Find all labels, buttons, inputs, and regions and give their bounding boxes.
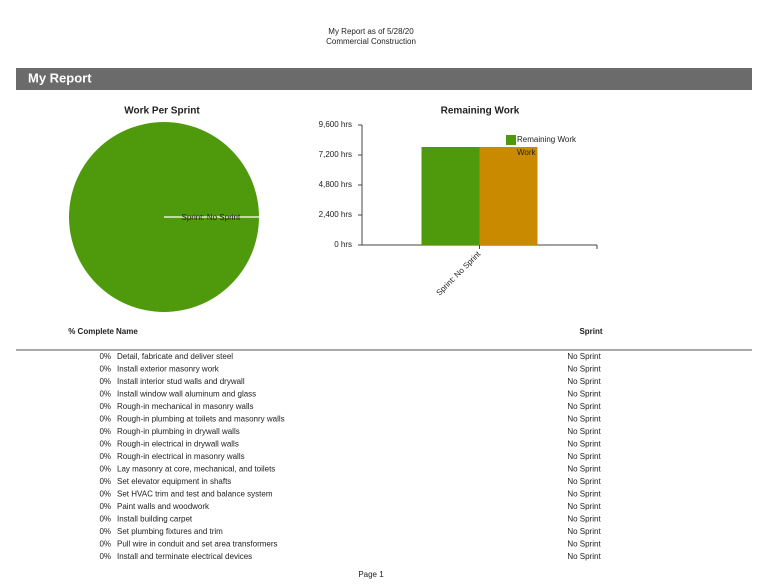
task-name: Install window wall aluminum and glass	[117, 390, 256, 399]
task-name: Detail, fabricate and deliver steel	[117, 352, 233, 361]
task-name: Set plumbing fixtures and trim	[117, 527, 223, 536]
task-name: Rough-in mechanical in masonry walls	[117, 402, 254, 411]
task-name: Lay masonry at core, mechanical, and toi…	[117, 465, 275, 474]
percent-complete: 0%	[99, 477, 111, 486]
y-tick-label: 0 hrs	[334, 240, 352, 249]
report-subtitle: Commercial Construction	[326, 37, 416, 46]
sprint: No Sprint	[567, 452, 601, 461]
percent-complete: 0%	[99, 377, 111, 386]
column-header: Sprint	[579, 327, 602, 336]
chart-title: Remaining Work	[441, 106, 520, 117]
y-tick-label: 7,200 hrs	[319, 150, 352, 159]
x-tick-label: Sprint: No Sprint	[435, 249, 483, 297]
column-header: % Complete	[68, 327, 114, 336]
task-name: Rough-in electrical in masonry walls	[117, 452, 245, 461]
report-title: My Report as of 5/28/20	[328, 27, 414, 36]
chart-title: Work Per Sprint	[124, 106, 200, 117]
task-name: Rough-in plumbing in drywall walls	[117, 427, 240, 436]
task-name: Install building carpet	[117, 515, 193, 524]
sprint: No Sprint	[567, 552, 601, 561]
percent-complete: 0%	[99, 552, 111, 561]
legend-label: Work	[517, 148, 537, 157]
percent-complete: 0%	[99, 365, 111, 374]
task-name: Set HVAC trim and test and balance syste…	[117, 490, 273, 499]
y-tick-label: 4,800 hrs	[319, 180, 352, 189]
sprint: No Sprint	[567, 540, 601, 549]
sprint: No Sprint	[567, 515, 601, 524]
percent-complete: 0%	[99, 502, 111, 511]
sprint: No Sprint	[567, 390, 601, 399]
sprint: No Sprint	[567, 377, 601, 386]
section-title: My Report	[28, 70, 92, 85]
sprint: No Sprint	[567, 365, 601, 374]
sprint: No Sprint	[567, 527, 601, 536]
percent-complete: 0%	[99, 527, 111, 536]
task-name: Install and terminate electrical devices	[117, 552, 252, 561]
task-name: Install exterior masonry work	[117, 365, 220, 374]
percent-complete: 0%	[99, 440, 111, 449]
sprint: No Sprint	[567, 502, 601, 511]
sprint: No Sprint	[567, 440, 601, 449]
task-name: Set elevator equipment in shafts	[117, 477, 231, 486]
percent-complete: 0%	[99, 465, 111, 474]
percent-complete: 0%	[99, 515, 111, 524]
task-name: Install interior stud walls and drywall	[117, 377, 245, 386]
sprint: No Sprint	[567, 490, 601, 499]
percent-complete: 0%	[99, 352, 111, 361]
task-name: Pull wire in conduit and set area transf…	[117, 540, 278, 549]
sprint: No Sprint	[567, 427, 601, 436]
legend-label: Remaining Work	[517, 135, 577, 144]
percent-complete: 0%	[99, 415, 111, 424]
column-header: Name	[116, 327, 138, 336]
legend-swatch	[506, 135, 516, 145]
task-name: Rough-in electrical in drywall walls	[117, 440, 239, 449]
percent-complete: 0%	[99, 390, 111, 399]
task-name: Rough-in plumbing at toilets and masonry…	[117, 415, 285, 424]
sprint: No Sprint	[567, 465, 601, 474]
sprint: No Sprint	[567, 415, 601, 424]
y-tick-label: 2,400 hrs	[319, 210, 352, 219]
sprint: No Sprint	[567, 352, 601, 361]
bar	[421, 147, 480, 245]
bar	[479, 147, 538, 245]
task-name: Paint walls and woodwork	[117, 502, 210, 511]
percent-complete: 0%	[99, 452, 111, 461]
sprint: No Sprint	[567, 402, 601, 411]
percent-complete: 0%	[99, 402, 111, 411]
percent-complete: 0%	[99, 540, 111, 549]
y-tick-label: 9,600 hrs	[319, 120, 352, 129]
slice-label: Sprint: No Sprint	[182, 213, 241, 222]
sprint: No Sprint	[567, 477, 601, 486]
section-bar	[16, 68, 752, 90]
percent-complete: 0%	[99, 427, 111, 436]
percent-complete: 0%	[99, 490, 111, 499]
page-number: Page 1	[358, 570, 384, 579]
